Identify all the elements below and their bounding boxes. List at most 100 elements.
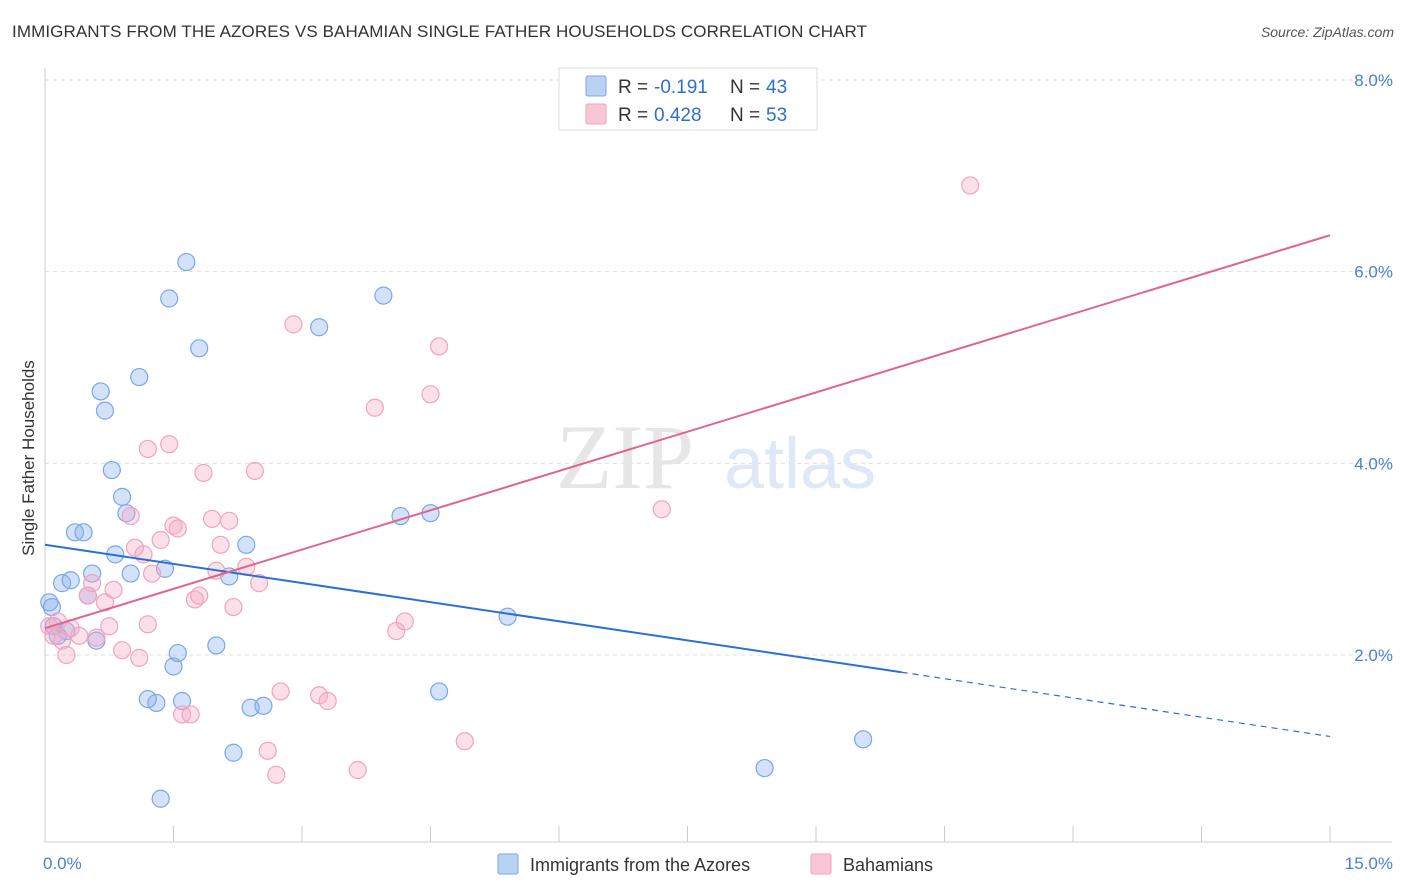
bahamians-point-52 [138,439,157,459]
bahamians-point-3 [53,631,72,650]
legend-swatch-bahamians [585,103,607,125]
bahamians-point-9 [87,628,106,647]
bahamians-point-6 [70,626,89,645]
azores-point-16 [112,487,132,506]
bahamians-point-16 [130,648,149,667]
bahamians-point-19 [142,564,162,583]
bahamians-point-33 [224,597,243,617]
y-tick-label-3: 8.0% [1354,71,1393,90]
azores-point-20 [147,693,166,713]
bahamians-trend-line [44,234,1331,630]
azores-point-10 [83,564,102,583]
azores-point-18 [121,564,140,583]
bahamians-point-12 [104,580,123,599]
azores-point-24 [168,643,187,663]
azores-trend-extension [901,671,1331,738]
azores-point-43 [151,789,170,808]
bahamians-point-28 [194,463,213,483]
bahamians-point-35 [245,461,264,481]
watermark-atlas: atlas [724,424,876,504]
legend-swatch-azores [585,75,607,97]
azores-point-0 [40,593,59,612]
azores-point-29 [224,743,243,762]
bahamians-point-18 [138,615,157,634]
bahamians-point-29 [202,509,222,529]
bottom-legend-label-bahamians: Bahamians [843,855,933,875]
azores-point-33 [310,318,329,337]
bahamians-point-38 [267,765,286,784]
azores-point-39 [755,758,774,778]
gridlines [45,79,1392,656]
bahamians-point-43 [348,760,367,780]
azores-point-37 [429,682,449,701]
bahamians-point-21 [160,435,179,454]
y-tick-label-1: 4.0% [1354,454,1393,473]
bahamians-point-46 [395,612,414,631]
azores-point-13 [95,401,115,420]
bahamians-point-44 [365,398,384,417]
azores-point-26 [190,339,209,358]
legend-r-label-1: R = [618,77,648,98]
y-tick-labels: 2.0% 4.0% 6.0% 8.0% [1354,71,1393,665]
bahamians-point-48 [429,337,449,356]
bahamians-point-13 [112,641,132,660]
source-credit: Source: ZipAtlas.com [1260,24,1394,40]
bahamians-point-4 [57,645,76,665]
x-tick-labels: 0.0% 15.0% [43,854,1393,873]
azores-point-41 [138,689,157,709]
azores-point-32 [254,696,273,715]
azores-point-38 [498,607,517,626]
legend-r-value-2: 0.428 [654,105,702,126]
legend-bottom: Immigrants from the Azores Bahamians [497,853,933,875]
azores-point-22 [160,289,179,308]
y-tick-label-2: 6.0% [1354,263,1393,282]
azores-trend-line [44,543,902,674]
axes [44,68,1392,843]
bahamians-point-50 [652,500,671,519]
bottom-legend-swatch-azores [497,853,519,875]
trend-lines [44,234,1331,738]
bahamians-point-37 [258,741,277,760]
bahamians-point-20 [151,530,170,550]
y-tick-label-0: 2.0% [1354,646,1393,665]
bahamians-point-36 [250,574,269,593]
bahamians-point-47 [421,385,440,404]
legend-r-value-1: -0.191 [654,77,708,98]
watermark: ZIP atlas [556,406,876,508]
azores-point-19 [130,367,149,387]
bahamians-point-51 [961,176,980,195]
azores-point-6 [61,571,80,590]
watermark-zip: ZIP [556,406,694,508]
bahamians-point-25 [181,705,200,724]
legend-n-label-2: N = [730,105,760,126]
azores-point-14 [102,460,121,480]
azores-point-34 [374,286,393,305]
bahamians-point-31 [211,535,230,554]
bahamians-point-42 [318,691,337,711]
azores-point-30 [237,535,256,554]
legend-n-label-1: N = [730,77,760,98]
x-tick-label-0: 0.0% [43,854,82,873]
bottom-legend-swatch-bahamians [810,853,832,875]
azores-point-42 [172,691,192,711]
bahamians-point-1 [44,626,63,645]
bahamians-point-8 [83,574,102,593]
bahamians-point-14 [121,506,140,526]
azores-point-27 [207,636,226,655]
azores-point-25 [177,252,196,272]
azores-point-36 [421,504,440,523]
bahamians-point-27 [190,586,209,605]
azores-point-23 [164,657,183,676]
chart-title: IMMIGRANTS FROM THE AZORES VS BAHAMIAN S… [12,22,868,41]
legend-n-value-1: 43 [766,77,787,98]
bahamians-point-40 [284,315,303,334]
data-points [40,176,980,808]
bahamians-point-11 [100,617,119,636]
x-tick-label-1: 15.0% [1345,854,1393,873]
bahamians-point-39 [271,682,290,701]
y-axis-label: Single Father Households [19,360,38,556]
bahamians-point-49 [455,732,474,751]
azores-point-40 [854,730,873,749]
bahamians-point-23 [168,519,187,538]
